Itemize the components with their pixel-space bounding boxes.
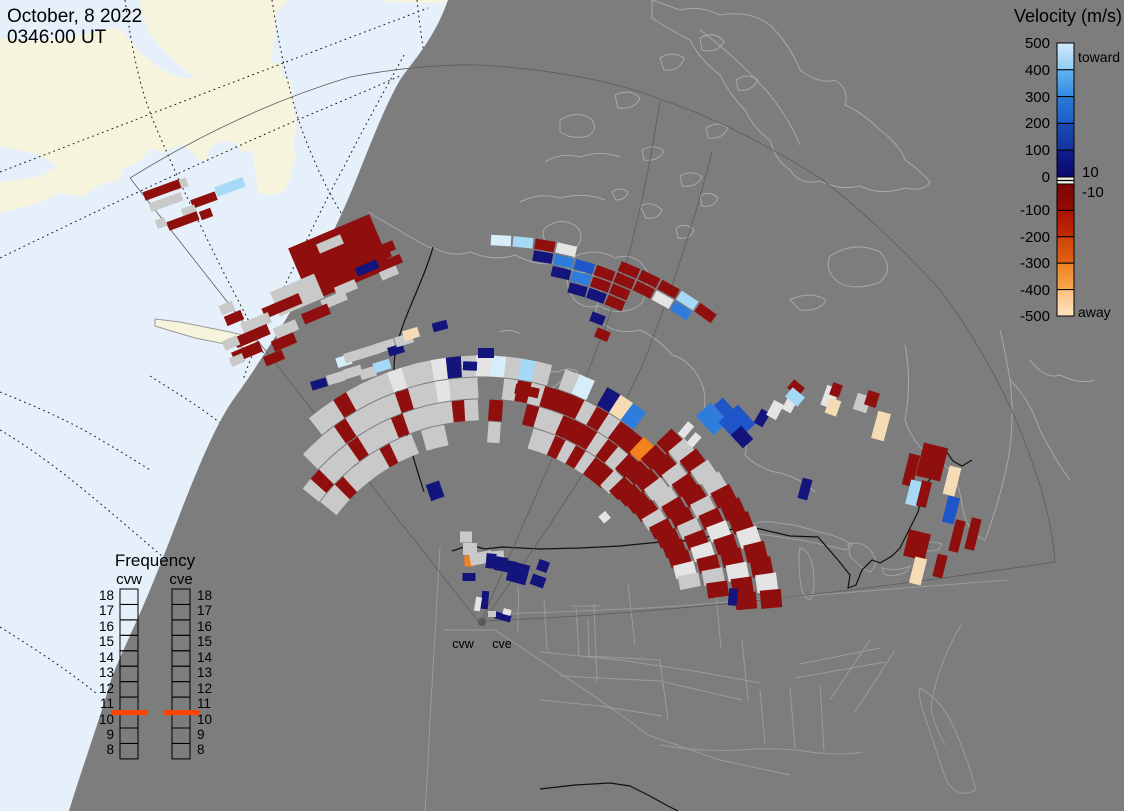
- svg-text:away: away: [1078, 304, 1111, 320]
- svg-text:-400: -400: [1020, 282, 1050, 299]
- svg-text:Frequency: Frequency: [115, 551, 196, 570]
- svg-text:9: 9: [197, 727, 205, 742]
- svg-text:17: 17: [99, 603, 114, 618]
- svg-text:11: 11: [100, 696, 114, 711]
- svg-text:8: 8: [106, 742, 114, 757]
- svg-text:500: 500: [1025, 35, 1050, 52]
- svg-text:10: 10: [197, 712, 212, 727]
- svg-text:13: 13: [197, 665, 212, 680]
- svg-text:18: 18: [197, 588, 212, 603]
- svg-text:11: 11: [197, 696, 211, 711]
- svg-text:8: 8: [197, 742, 205, 757]
- svg-text:0: 0: [1042, 169, 1050, 186]
- svg-text:0346:00 UT: 0346:00 UT: [7, 27, 107, 48]
- svg-text:15: 15: [197, 634, 212, 649]
- svg-text:10: 10: [1082, 164, 1099, 181]
- svg-text:13: 13: [99, 665, 114, 680]
- svg-text:-10: -10: [1082, 184, 1104, 201]
- svg-text:-500: -500: [1020, 308, 1050, 325]
- svg-text:October, 8 2022: October, 8 2022: [7, 6, 142, 27]
- svg-text:cvw: cvw: [452, 637, 475, 651]
- svg-text:14: 14: [99, 650, 115, 665]
- svg-text:-100: -100: [1020, 202, 1050, 219]
- svg-text:12: 12: [197, 681, 212, 696]
- svg-text:-300: -300: [1020, 255, 1050, 272]
- svg-text:300: 300: [1025, 89, 1050, 106]
- svg-text:15: 15: [99, 634, 114, 649]
- svg-text:cve: cve: [492, 637, 512, 651]
- svg-text:16: 16: [99, 619, 114, 634]
- svg-text:toward: toward: [1078, 49, 1120, 65]
- svg-text:10: 10: [99, 712, 114, 727]
- svg-text:Velocity (m/s): Velocity (m/s): [1014, 6, 1122, 26]
- svg-text:200: 200: [1025, 115, 1050, 132]
- svg-text:400: 400: [1025, 62, 1050, 79]
- svg-text:17: 17: [197, 603, 212, 618]
- svg-text:cve: cve: [169, 571, 192, 588]
- svg-text:16: 16: [197, 619, 212, 634]
- svg-text:18: 18: [99, 588, 114, 603]
- svg-text:9: 9: [106, 727, 114, 742]
- svg-text:cvw: cvw: [116, 571, 142, 588]
- svg-text:100: 100: [1025, 142, 1050, 159]
- svg-text:12: 12: [99, 681, 114, 696]
- svg-text:14: 14: [197, 650, 213, 665]
- svg-text:-200: -200: [1020, 229, 1050, 246]
